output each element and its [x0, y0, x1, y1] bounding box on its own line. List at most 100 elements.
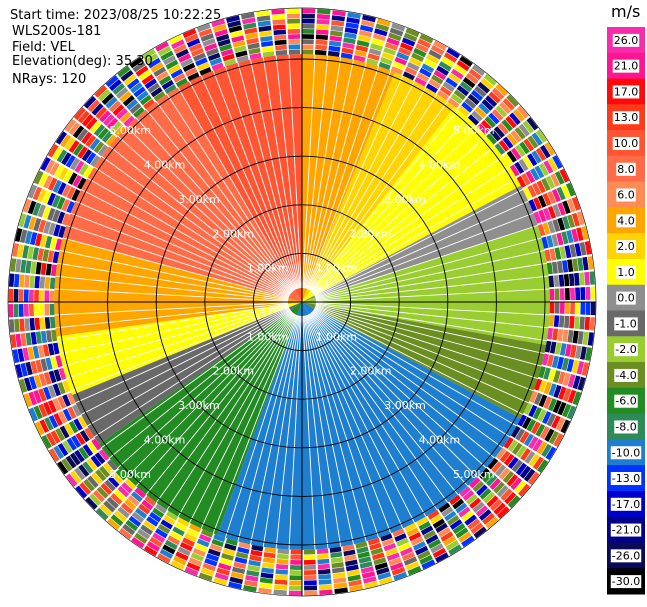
noise-gate	[491, 87, 505, 100]
noise-gate	[316, 14, 331, 20]
noise-gate	[258, 25, 272, 32]
noise-gate	[393, 571, 408, 581]
noise-gate	[23, 289, 29, 302]
noise-gate	[141, 499, 154, 511]
colorbar-label: -21.0	[612, 524, 640, 537]
ring-label: 3.00km	[178, 399, 220, 412]
ray-gap	[311, 93, 511, 293]
noise-gate	[97, 144, 109, 157]
noise-gate	[8, 288, 14, 302]
noise-gate	[448, 73, 461, 84]
noise-gate	[527, 185, 537, 198]
noise-gate	[122, 95, 135, 107]
noise-gate	[441, 506, 454, 518]
noise-gate	[542, 411, 552, 425]
noise-gate	[475, 505, 489, 517]
ray-gap	[311, 311, 511, 511]
ring-label: 2.00km	[350, 365, 392, 378]
noise-gate	[356, 39, 370, 48]
colorbar-label: -30.0	[612, 575, 640, 588]
noise-gate	[456, 60, 470, 72]
noise-gate	[19, 229, 28, 244]
noise-gate	[39, 234, 48, 248]
noise-gate	[134, 487, 147, 499]
noise-gate	[562, 388, 572, 402]
noise-gate	[83, 95, 97, 109]
noise-gate	[131, 511, 145, 523]
noise-gate	[53, 412, 63, 426]
noise-gate	[345, 22, 359, 30]
noise-gate	[470, 89, 484, 102]
noise-gate	[188, 557, 203, 567]
noise-gate	[521, 173, 531, 186]
noise-gate	[328, 45, 341, 52]
noise-gate	[43, 175, 53, 189]
noise-gate	[474, 85, 487, 98]
noise-gate	[485, 474, 498, 487]
noise-gate	[416, 72, 430, 82]
noise-gate	[72, 174, 82, 188]
noise-gate	[587, 332, 594, 346]
noise-gate	[110, 514, 124, 527]
ray-gap	[128, 63, 295, 291]
noise-gate	[84, 427, 95, 440]
noise-gate	[134, 507, 148, 519]
noise-gate	[347, 574, 361, 582]
noise-gate	[119, 111, 132, 124]
noise-gate	[134, 532, 148, 544]
noise-gate	[487, 457, 499, 470]
noise-gate	[545, 175, 556, 189]
ring-label: 4.00km	[419, 159, 461, 172]
noise-gate	[447, 97, 460, 109]
noise-gate	[570, 287, 575, 301]
noise-gate	[39, 276, 46, 289]
noise-gate	[61, 458, 73, 472]
noise-gate	[14, 318, 20, 333]
noise-gate	[209, 57, 223, 66]
noise-gate	[95, 469, 107, 482]
velocity-sector	[302, 302, 521, 517]
noise-gate	[506, 94, 519, 108]
ray-gap	[310, 73, 488, 292]
colorbar-label: 10.0	[614, 137, 639, 150]
noise-gate	[39, 317, 46, 330]
noise-gate	[182, 537, 195, 547]
ray-gap	[315, 225, 587, 299]
noise-gate	[259, 577, 273, 584]
ring-label: 3.00km	[384, 399, 426, 412]
noise-gate	[559, 343, 567, 356]
ray-gap	[210, 315, 299, 582]
noise-gate	[459, 486, 471, 498]
colorbar-label-bg	[614, 368, 638, 382]
noise-gate	[376, 567, 390, 576]
noise-gate	[85, 496, 98, 510]
noise-gate	[12, 243, 19, 257]
noise-gate	[464, 514, 478, 526]
noise-gate	[225, 538, 238, 546]
noise-gate	[349, 584, 364, 592]
noise-gate	[144, 78, 158, 90]
noise-gate	[532, 456, 544, 470]
ray-gap	[307, 314, 436, 565]
noise-gate	[55, 238, 63, 251]
noise-gate	[430, 45, 445, 56]
noise-gate	[538, 209, 547, 223]
noise-gate	[544, 249, 552, 262]
ray-gap	[181, 314, 297, 571]
noise-gate	[24, 274, 30, 288]
noise-gate	[569, 316, 575, 329]
noise-gate	[535, 129, 547, 143]
noise-gate	[29, 303, 34, 317]
velocity-sector	[98, 302, 302, 535]
noise-gate	[302, 29, 315, 34]
noise-gate	[50, 430, 61, 444]
noise-gate	[105, 134, 117, 147]
noise-gate	[423, 58, 437, 69]
noise-gate	[315, 44, 328, 51]
noise-gate	[155, 41, 169, 52]
noise-gate	[495, 105, 508, 118]
colorbar-label: 17.0	[614, 85, 639, 98]
noise-gate	[567, 214, 576, 228]
noise-gate	[465, 493, 478, 505]
noise-gate	[186, 528, 200, 538]
